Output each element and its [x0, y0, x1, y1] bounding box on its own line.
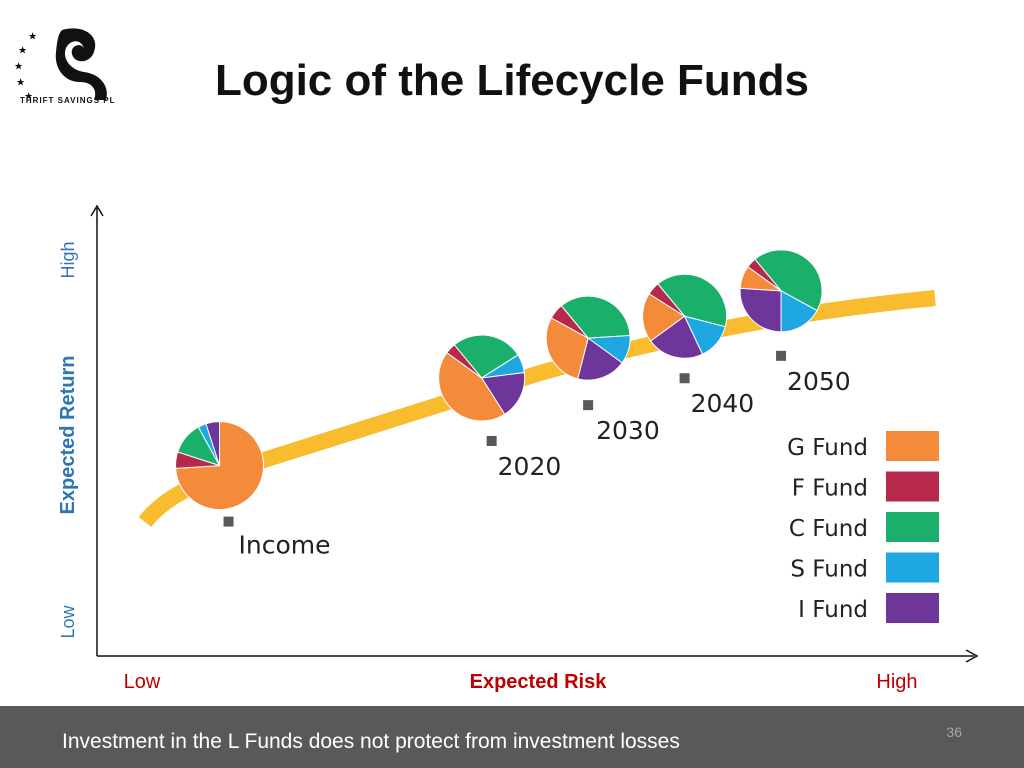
y-tick-low: Low — [58, 604, 78, 638]
pie-income — [175, 421, 265, 511]
legend-swatch-g-fund — [886, 431, 939, 461]
pie-slice-c-fund — [754, 249, 823, 312]
fund-label-2030: 2030 — [596, 416, 660, 445]
pie-slice-c-fund — [453, 334, 519, 379]
pie-slice-i-fund — [480, 372, 526, 415]
fund-marker-2020 — [486, 435, 497, 446]
pie-slice-i-fund — [739, 287, 782, 333]
pie-2020 — [438, 334, 526, 422]
pie-slice-i-fund — [649, 315, 704, 359]
y-axis-label: Expected Return — [57, 356, 79, 515]
x-tick-high: High — [876, 671, 917, 693]
fund-label-2050: 2050 — [787, 367, 851, 396]
fund-pies — [175, 249, 823, 511]
fund-label-2040: 2040 — [691, 389, 755, 418]
x-tick-low: Low — [124, 671, 161, 693]
pie-2040 — [642, 273, 728, 359]
pie-slice-g-fund — [642, 293, 686, 342]
legend-swatch-c-fund — [886, 512, 939, 542]
pie-slice-g-fund — [438, 351, 506, 422]
tsp-logo — [14, 28, 107, 100]
pie-slice-g-fund — [545, 317, 589, 380]
legend-label-f-fund: F Fund — [792, 476, 868, 502]
legend-label-i-fund: I Fund — [798, 597, 868, 623]
logo-text: THRIFT SAVINGS PLA — [20, 96, 116, 105]
page-number: 36 — [946, 724, 962, 740]
page-title: Logic of the Lifecycle Funds — [214, 56, 810, 105]
y-tick-high: High — [58, 241, 78, 278]
pie-2050 — [739, 249, 823, 333]
pie-slice-c-fund — [657, 273, 728, 328]
legend-swatch-s-fund — [886, 552, 939, 583]
fund-marker-income — [223, 516, 234, 527]
legend-label-g-fund: G Fund — [787, 435, 868, 461]
legend-swatch-i-fund — [886, 593, 939, 623]
fund-markers: Income 2020 2030 2040 2050 — [223, 350, 851, 560]
pie-slice-f-fund — [550, 305, 589, 339]
pie-slice-f-fund — [648, 283, 685, 317]
pie-slice-s-fund — [780, 289, 818, 333]
footer-bar: Investment in the L Funds does not prote… — [0, 706, 1024, 768]
fund-marker-2030 — [583, 400, 594, 411]
x-axis-arrow — [965, 649, 979, 663]
legend-swatch-f-fund — [886, 471, 939, 502]
pie-slice-c-fund — [560, 295, 631, 339]
legend-label-s-fund: S Fund — [790, 557, 868, 583]
pie-2030 — [545, 295, 631, 381]
legend: G Fund F Fund C Fund S Fund I Fund — [787, 431, 939, 623]
fund-marker-2040 — [679, 373, 690, 384]
fund-label-income: Income — [239, 531, 331, 560]
footer-disclaimer: Investment in the L Funds does not prote… — [62, 730, 680, 753]
pie-slice-f-fund — [747, 258, 782, 292]
pie-slice-f-fund — [446, 344, 483, 379]
pie-slice-i-fund — [577, 337, 623, 381]
fund-marker-2050 — [776, 350, 787, 361]
pie-slice-f-fund — [175, 451, 220, 469]
lifecycle-chart: Expected Return High Low Expected Risk L… — [57, 204, 979, 693]
fund-label-2020: 2020 — [498, 452, 562, 481]
y-axis-arrow — [90, 204, 104, 217]
x-axis-label: Expected Risk — [470, 671, 608, 693]
legend-label-c-fund: C Fund — [789, 516, 868, 542]
